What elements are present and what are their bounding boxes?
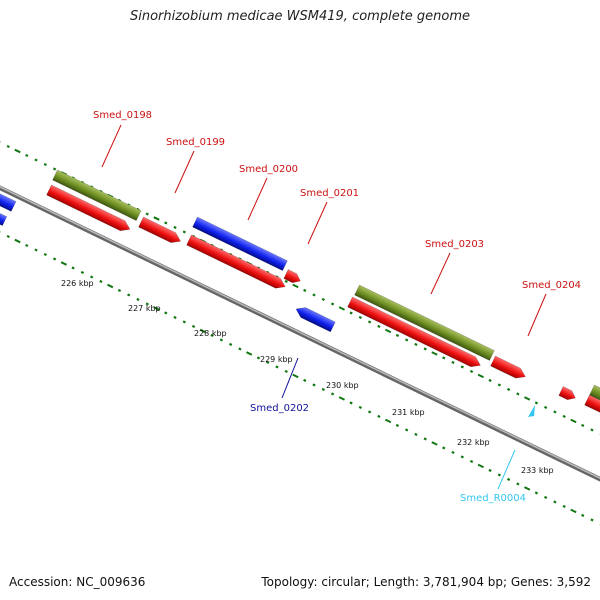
map-title: Sinorhizobium medicae WSM419, complete g… [129,9,471,24]
feature-label-smed-0202: Smed_0202 [250,403,309,414]
tick-label: 226 kbp [61,279,94,288]
feature-label-smed-0204: Smed_0204 [522,280,581,291]
cds-arrow-smed-0199 [138,216,182,243]
leader-smed-0200 [247,177,268,221]
leader-smed-0204 [527,293,547,337]
feature-track [0,169,600,417]
tick-label: 230 kbp [326,381,359,390]
labels: Smed_0198 Smed_0199 Smed_0200 Smed_0201 Smed… [61,110,581,504]
tick-label: 232 kbp [457,438,490,447]
gene-bar-smed-0203 [354,284,495,361]
feature-label-smed-0200: Smed_0200 [239,164,298,175]
feature-label-smed-0199: Smed_0199 [166,137,225,148]
leader-smed-0203 [430,252,451,295]
cds-arrow-smed-0204 [490,355,526,379]
inner-tick-ring [0,231,600,526]
feature-label-smed-0203: Smed_0203 [425,239,484,250]
tick-label: 227 kbp [128,304,161,313]
leader-smed-0201 [307,201,328,245]
rna-feature-smed-r0004 [528,405,535,417]
topology-text: Topology: circular; Length: 3,781,904 bp… [261,575,591,589]
cds-arrow-smed-0201 [283,269,301,284]
tick-label: 231 kbp [392,408,425,417]
cds-arrow-edge-2 [584,394,600,415]
cds-arrow-smed-0200 [186,234,286,289]
tick-label: 233 kbp [521,466,554,475]
cds-bar-edge-blue-1 [0,190,17,212]
cds-arrow-edge-1 [558,386,576,401]
cds-arrow-smed-0203 [347,296,481,368]
label-leaders [101,124,547,490]
accession-text: Accession: NC_009636 [9,575,146,589]
leader-smed-0198 [101,124,122,168]
tick-label: 229 kbp [260,355,293,364]
backbone-highlight [0,186,600,479]
backbone-line [0,185,600,482]
cds-bar-smed-0200-blue [192,216,288,272]
feature-label-smed-0201: Smed_0201 [300,188,359,199]
leader-smed-0202 [281,357,299,399]
leader-smed-0199 [174,150,195,194]
outer-tick-ring [0,141,600,436]
cds-bar-edge-blue-2 [0,210,8,227]
cds-arrow-smed-0198 [46,184,131,232]
feature-label-smed-0198: Smed_0198 [93,110,152,121]
feature-label-smed-r0004: Smed_R0004 [460,493,526,504]
cds-arrow-smed-0202 [295,307,336,333]
tick-label: 228 kbp [194,329,227,338]
leader-smed-r0004 [497,449,516,490]
backbone [0,185,600,482]
gene-bar-smed-0198 [52,169,142,221]
